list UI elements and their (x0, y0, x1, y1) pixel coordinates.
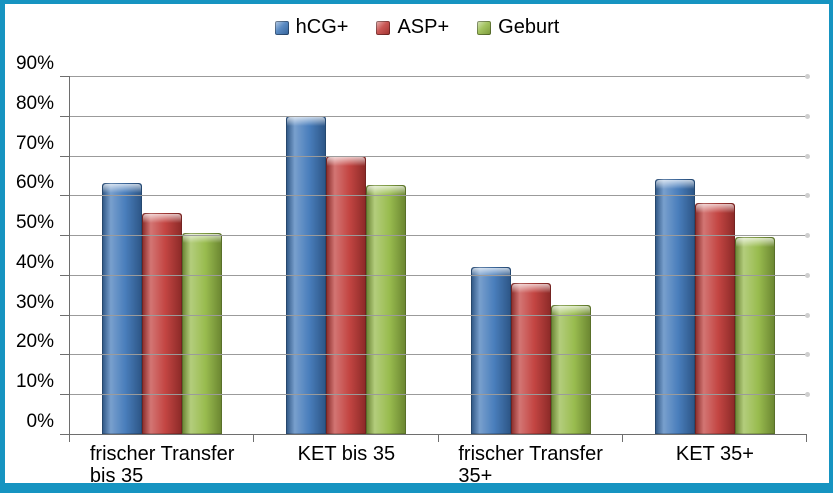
y-tick (60, 115, 69, 117)
y-axis-label: 60% (15, 172, 54, 194)
x-tick (253, 434, 255, 442)
bar-hcg-2 (470, 266, 511, 434)
y-axis-label: 90% (15, 53, 54, 74)
legend-swatch-asp-icon (376, 20, 391, 35)
bar-asp-1 (326, 155, 367, 434)
y-axis-label: 70% (15, 132, 54, 154)
bar-hcg-3 (654, 179, 695, 434)
gridline (70, 74, 810, 79)
y-tick (60, 394, 69, 396)
gridline (70, 312, 810, 318)
x-axis-label: KET bis 35 (297, 443, 396, 465)
legend-label-asp: ASP+ (397, 16, 450, 38)
plot-area: frischer Transfer bis 35 KET bis 35 frisch… (16, 53, 810, 483)
y-tick (60, 314, 69, 316)
legend-item-asp: ASP+ (376, 16, 449, 39)
y-tick (60, 274, 69, 276)
x-tick (806, 434, 807, 442)
gridline (70, 352, 810, 358)
bar-asp-0 (142, 213, 183, 434)
x-axis-labels: frischer Transfer bis 35 KET bis 35 frisch… (70, 443, 807, 488)
legend-label-hcg: hCG+ (295, 16, 349, 38)
y-axis-label: 50% (15, 212, 54, 234)
legend-label-geburt: Geburt (498, 16, 560, 38)
y-axis-label: 10% (15, 371, 54, 393)
gridline (70, 392, 810, 398)
bar-group (439, 76, 623, 434)
x-axis-label: frischer Transfer 35+ (458, 443, 603, 488)
bar-asp-2 (510, 282, 551, 434)
x-axis-label: frischer Transfer bis 35 (89, 443, 235, 488)
x-axis-label: KET 35+ (675, 443, 754, 465)
y-tick (60, 195, 69, 197)
y-axis-label: 80% (15, 92, 54, 114)
legend-item-geburt: Geburt (477, 16, 559, 39)
bar-geburt-2 (550, 304, 591, 434)
chart-legend: hCG+ ASP+ Geburt (5, 16, 829, 39)
y-axis-label: 20% (15, 331, 54, 353)
x-tick (69, 434, 70, 442)
bar-asp-3 (694, 203, 735, 434)
bar-geburt-3 (734, 237, 775, 434)
bar-hcg-0 (102, 183, 143, 434)
gridline (70, 193, 810, 199)
gridline (70, 233, 810, 239)
x-tick (437, 434, 439, 442)
gridline (70, 272, 810, 278)
y-tick (60, 235, 69, 237)
legend-item-hcg: hCG+ (274, 16, 349, 39)
x-tick (621, 434, 623, 442)
bar-groups (70, 76, 807, 434)
gridline (70, 113, 810, 119)
legend-swatch-hcg-icon (274, 20, 289, 35)
y-tick (60, 434, 69, 435)
bar-group (70, 76, 254, 434)
bar-geburt-1 (366, 185, 407, 434)
y-axis-label: 0% (26, 411, 54, 432)
y-axis-label: 40% (15, 251, 54, 273)
y-tick (60, 155, 69, 157)
y-tick (60, 76, 69, 77)
y-axis-label: 30% (15, 291, 54, 313)
bar-geburt-0 (182, 233, 223, 434)
gridline (70, 153, 810, 159)
legend-swatch-geburt-icon (477, 20, 492, 35)
y-tick (60, 354, 69, 356)
bar-group (623, 76, 807, 434)
bar-group (254, 76, 438, 434)
